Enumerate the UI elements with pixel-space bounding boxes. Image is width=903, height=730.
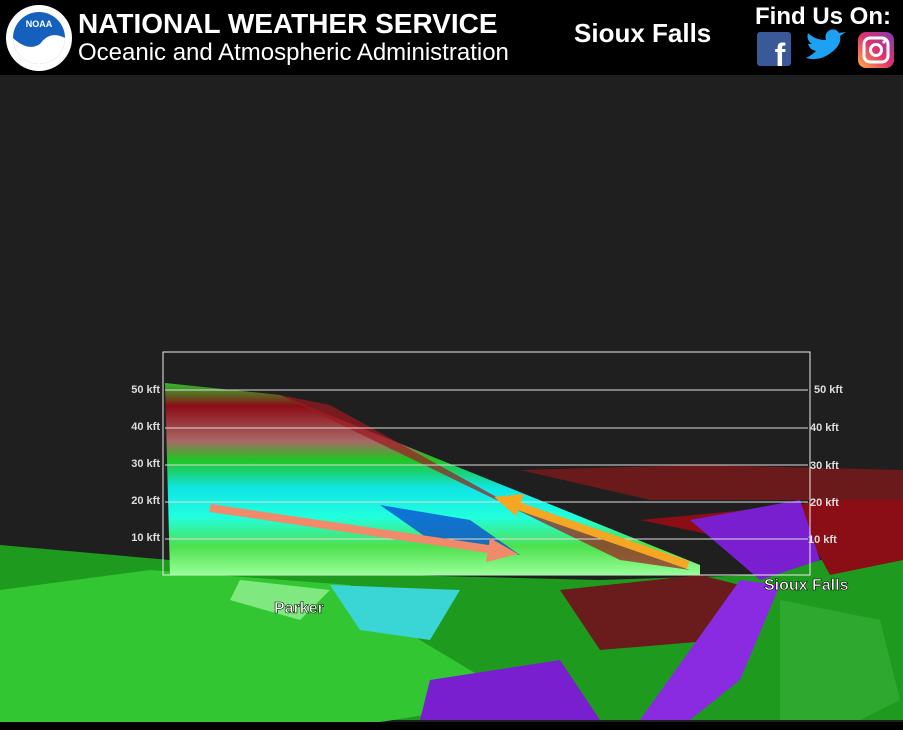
cross-section-data xyxy=(280,395,690,570)
outflow-arrow xyxy=(494,494,690,569)
altitude-label: 50 kft xyxy=(131,384,160,396)
altitude-label: 30 kft xyxy=(810,460,839,472)
header-title: NATIONAL WEATHER SERVICE xyxy=(78,8,498,39)
twitter-icon[interactable] xyxy=(806,29,846,60)
altitude-grid xyxy=(165,389,808,540)
altitude-label: 10 kft xyxy=(808,534,837,546)
radar-ground xyxy=(0,465,903,722)
altitude-label: 30 kft xyxy=(131,458,160,470)
social-label: Find Us On: xyxy=(755,3,891,30)
cross-section-data xyxy=(380,505,520,555)
header-bar xyxy=(0,0,903,75)
svg-text:f: f xyxy=(775,37,786,73)
altitude-label: 40 kft xyxy=(810,422,839,434)
footer-bar xyxy=(0,722,903,730)
facebook-icon[interactable]: f xyxy=(757,32,791,73)
altitude-labels-left: 50 kft 40 kft 30 kft 20 kft 10 kft xyxy=(131,384,160,544)
altitude-label: 40 kft xyxy=(131,421,160,433)
instagram-icon[interactable] xyxy=(858,32,894,68)
altitude-labels-right: 50 kft 40 kft 30 kft 20 kft 10 kft xyxy=(808,384,843,546)
office-name: Sioux Falls xyxy=(574,18,711,48)
inflow-arrow xyxy=(209,504,518,562)
place-label: Parker xyxy=(274,600,324,617)
header-subtitle: Oceanic and Atmospheric Administration xyxy=(78,39,509,66)
altitude-label: 20 kft xyxy=(810,497,839,509)
altitude-label: 20 kft xyxy=(131,495,160,507)
altitude-label: 10 kft xyxy=(131,532,160,544)
altitude-label: 50 kft xyxy=(814,384,843,396)
noaa-logo: NOAA xyxy=(6,5,72,71)
logo-text: NOAA xyxy=(26,19,53,29)
place-label: Sioux Falls xyxy=(764,577,849,594)
